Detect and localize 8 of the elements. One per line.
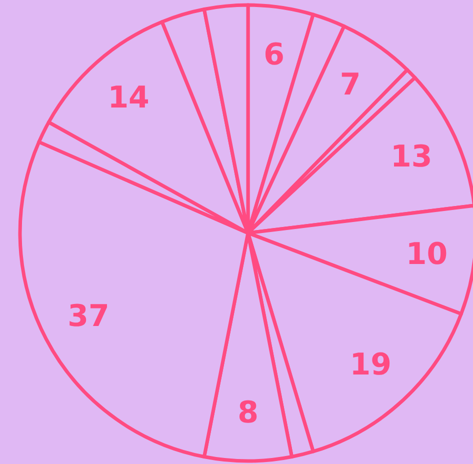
data-label: 13 — [390, 140, 432, 175]
data-label: 19 — [350, 347, 392, 382]
data-label: 10 — [406, 237, 448, 272]
data-label: 14 — [108, 80, 150, 116]
data-label: 7 — [340, 67, 361, 102]
data-label: 8 — [238, 396, 258, 431]
data-label: 37 — [68, 299, 110, 334]
data-label: 6 — [264, 37, 284, 72]
